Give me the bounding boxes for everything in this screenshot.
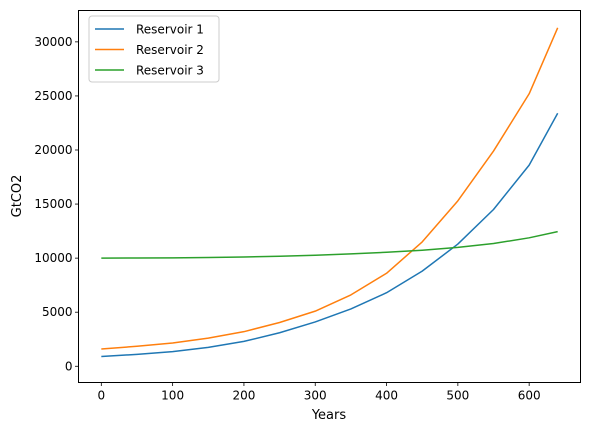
- series-layer: [101, 27, 559, 358]
- y-tick-label: 25000: [34, 89, 72, 103]
- legend-label-2: Reservoir 2: [136, 43, 204, 57]
- y-axis-label: GtCO2: [10, 175, 25, 218]
- legend-label-3: Reservoir 3: [136, 64, 204, 78]
- legend-box: [88, 15, 220, 83]
- y-tick-label: 10000: [34, 251, 72, 265]
- x-tick-label: 400: [375, 389, 398, 403]
- y-tick-label: 30000: [34, 35, 72, 49]
- plot-frame: [78, 10, 581, 383]
- series-line-3: [101, 230, 558, 259]
- x-tick-label: 0: [97, 389, 105, 403]
- x-tick-label: 200: [232, 389, 255, 403]
- x-axis-ticks: 0 100 200 300 400 500 600: [97, 382, 541, 403]
- x-tick-label: 500: [446, 389, 469, 403]
- legend-label-1: Reservoir 1: [136, 23, 204, 37]
- y-tick-label: 15000: [34, 197, 72, 211]
- y-axis-ticks: 0 5000 10000 15000 20000 25000 30000: [34, 35, 79, 373]
- x-tick-label: 100: [161, 389, 184, 403]
- series-line-1: [101, 112, 559, 358]
- y-tick-label: 5000: [42, 305, 73, 319]
- legend: Reservoir 1 Reservoir 2 Reservoir 3: [88, 15, 220, 83]
- y-tick-label: 20000: [34, 143, 72, 157]
- x-tick-label: 600: [518, 389, 541, 403]
- y-tick-label: 0: [65, 359, 73, 373]
- x-tick-label: 300: [304, 389, 327, 403]
- x-axis-label: Years: [311, 408, 347, 423]
- series-line-2: [101, 27, 559, 350]
